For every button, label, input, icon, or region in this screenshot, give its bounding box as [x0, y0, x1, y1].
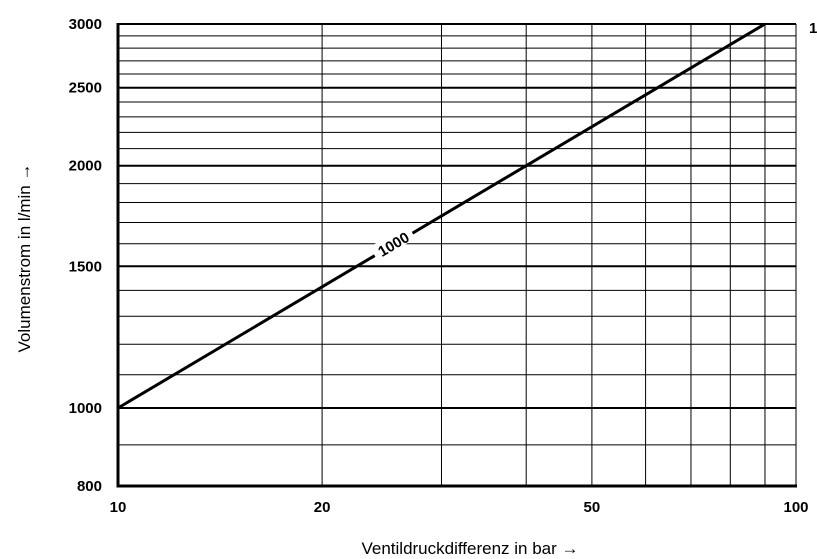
x-tick-label: 10: [110, 499, 127, 516]
series-end-label: 1: [809, 20, 817, 37]
y-tick-label: 2500: [69, 80, 102, 97]
y-tick-label: 1000: [69, 400, 102, 417]
x-tick-label: 50: [584, 499, 601, 516]
y-tick-label: 2000: [69, 158, 102, 175]
y-tick-label: 800: [77, 478, 102, 495]
plot-frame: [116, 23, 797, 488]
y-tick-label: 3000: [69, 16, 102, 33]
series-label-group: 1000: [369, 224, 416, 261]
x-axis-label: Ventildruckdifferenz in bar →: [361, 539, 578, 558]
y-axis-label: Volumenstrom in l/min →: [15, 164, 34, 353]
y-tick-labels: 800 1000 1500 2000 2500 3000: [69, 16, 102, 495]
x-tick-label: 20: [314, 499, 331, 516]
x-tick-label: 100: [783, 499, 808, 516]
series-line: [117, 22, 766, 410]
grid: [117, 23, 797, 486]
x-tick-labels: 10 20 50 100: [110, 499, 809, 516]
series-label-background: [369, 224, 416, 261]
y-tick-label: 1500: [69, 258, 102, 275]
